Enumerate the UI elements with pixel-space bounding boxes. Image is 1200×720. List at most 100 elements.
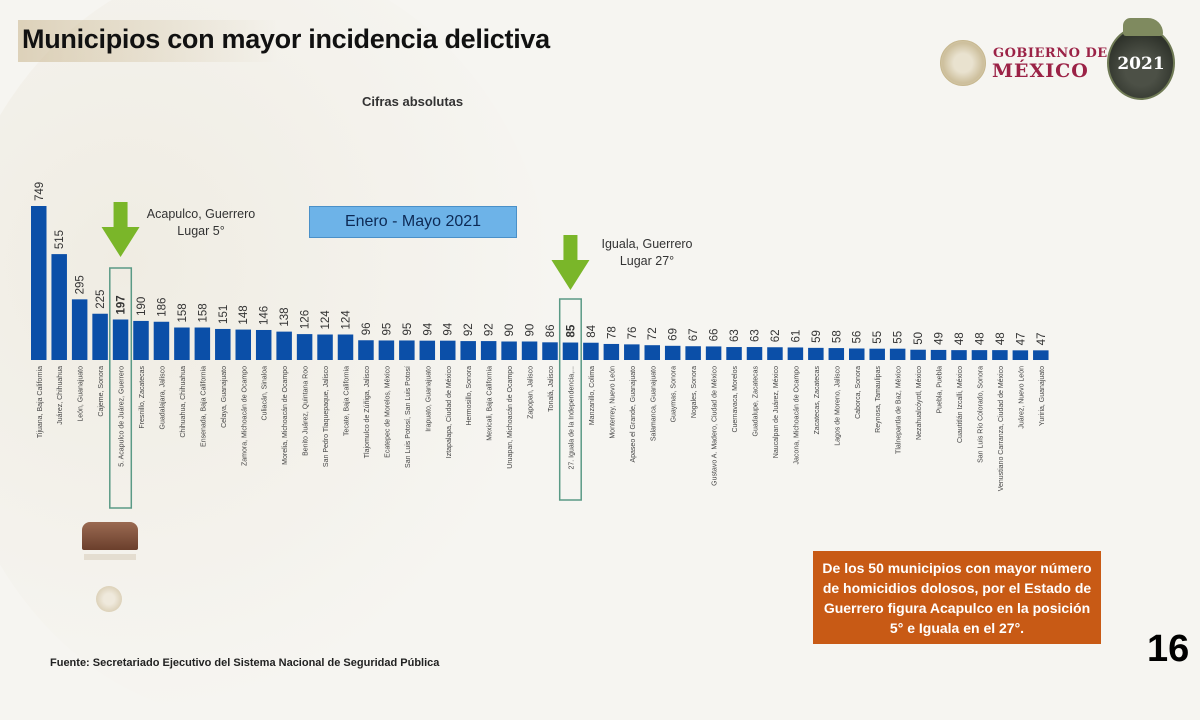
annotation-acapulco-line2: Lugar 5° bbox=[177, 224, 225, 238]
bar bbox=[153, 321, 170, 360]
page-number: 16 bbox=[1147, 628, 1190, 670]
category-label: San Pedro Tlaquepaque, Jalisco bbox=[323, 366, 330, 467]
bar-value-label: 62 bbox=[770, 329, 782, 342]
bar-value-label: 96 bbox=[361, 322, 373, 335]
bar-value-label: 48 bbox=[954, 332, 966, 345]
bar bbox=[460, 341, 476, 360]
bar bbox=[337, 334, 354, 360]
highlight-box bbox=[109, 267, 133, 509]
bar-value-label: 158 bbox=[177, 303, 189, 322]
category-label: 5. Acapulco de Juárez, Guerrero bbox=[119, 366, 126, 467]
bar-value-label: 47 bbox=[1015, 333, 1027, 346]
bar bbox=[194, 327, 211, 360]
bar bbox=[112, 319, 129, 360]
category-label: Benito Juárez, Quintana Roo bbox=[303, 366, 310, 456]
bar-value-label: 151 bbox=[218, 305, 230, 324]
bar bbox=[296, 334, 313, 360]
logo-line-2: MÉXICO bbox=[992, 60, 1089, 82]
category-label: San Luis Potosí, San Luis Potosí bbox=[405, 366, 412, 468]
category-label: Tlalnepantla de Baz, México bbox=[896, 366, 903, 454]
bar bbox=[869, 348, 885, 360]
bar-value-label: 90 bbox=[525, 324, 537, 337]
bar-value-label: 47 bbox=[1036, 333, 1048, 346]
bar-value-label: 58 bbox=[831, 330, 843, 343]
bar-value-label: 69 bbox=[668, 328, 680, 341]
category-label: Mexicali, Baja California bbox=[487, 366, 494, 441]
down-arrow-icon bbox=[101, 202, 140, 257]
bar-value-label: 49 bbox=[934, 332, 946, 345]
category-label: Yuriria, Guanajuato bbox=[1039, 366, 1046, 426]
category-label: San Luis Río Colorado, Sonora bbox=[977, 366, 984, 463]
category-label: Naucalpan de Juárez, México bbox=[773, 366, 780, 458]
bar bbox=[71, 299, 88, 360]
category-label: Zapopan, Jalisco bbox=[528, 366, 535, 419]
bar-value-label: 63 bbox=[729, 329, 741, 342]
category-label: Guaymas, Sonora bbox=[671, 366, 678, 423]
bar bbox=[51, 254, 67, 360]
category-label: Venustiano Carranza, Ciudad de México bbox=[998, 366, 1005, 491]
category-label: Nogales, Sonora bbox=[691, 366, 698, 418]
source-text: Fuente: Secretariado Ejecutivo del Siste… bbox=[50, 657, 440, 669]
category-label: Iztapalapa, Ciudad de México bbox=[446, 366, 453, 458]
bar bbox=[1012, 350, 1029, 360]
bar bbox=[542, 342, 558, 360]
bar-value-label: 94 bbox=[443, 322, 455, 335]
bar-value-label: 48 bbox=[974, 332, 986, 345]
bar-value-label: 158 bbox=[197, 303, 209, 322]
bar bbox=[133, 320, 149, 360]
serpent-icon bbox=[1123, 18, 1163, 36]
logo-line-1: GOBIERNO DE bbox=[993, 46, 1108, 61]
category-label: Irapuato, Guanajuato bbox=[425, 366, 432, 432]
bar-value-label: 148 bbox=[238, 305, 250, 324]
category-label: Cuautitlán Izcalli, México bbox=[957, 366, 964, 443]
category-label: Jacona, Michoacán de Ocampo bbox=[793, 366, 800, 465]
category-label: Ensenada, Baja California bbox=[200, 366, 207, 447]
bar bbox=[399, 340, 415, 360]
category-label: León, Guanajuato bbox=[78, 366, 85, 422]
category-label: Guadalupe, Zacatecas bbox=[753, 366, 760, 437]
bar-value-label: 72 bbox=[647, 327, 659, 340]
badge-year: 2021 bbox=[1117, 54, 1165, 74]
bar-value-label: 95 bbox=[381, 323, 393, 336]
bar bbox=[440, 340, 456, 360]
category-label: Tecate, Baja California bbox=[344, 366, 351, 436]
category-label: Uruapan, Michoacán de Ocampo bbox=[507, 366, 514, 469]
bar bbox=[501, 341, 517, 360]
bar-value-label: 90 bbox=[504, 324, 516, 337]
bar-value-label: 66 bbox=[709, 329, 721, 342]
period-text: Enero - Mayo 2021 bbox=[344, 213, 482, 230]
bar bbox=[624, 344, 640, 360]
bar bbox=[215, 328, 231, 360]
category-label: Salamanca, Guanajuato bbox=[650, 366, 657, 441]
bar bbox=[235, 329, 251, 360]
bar-value-label: 56 bbox=[852, 331, 864, 344]
bar bbox=[889, 348, 906, 360]
category-label: Tijuana, Baja California bbox=[37, 366, 44, 438]
annotation-iguala-line2: Lugar 27° bbox=[619, 254, 675, 268]
category-label: Tonalá, Jalisco bbox=[548, 366, 555, 412]
period-label: Enero - Mayo 2021 bbox=[309, 206, 517, 238]
bar-value-label: 94 bbox=[422, 322, 434, 335]
category-label: Nezahualcóyotl, México bbox=[916, 366, 923, 440]
category-label: Lagos de Moreno, Jalisco bbox=[834, 366, 841, 446]
bar bbox=[951, 350, 967, 360]
category-label: Apaseo el Grande, Guanajuato bbox=[630, 366, 637, 463]
category-label: Hermosillo, Sonora bbox=[466, 366, 473, 426]
bar-value-label: 61 bbox=[790, 330, 802, 343]
bar bbox=[276, 331, 292, 360]
chart-subtitle: Cifras absolutas bbox=[362, 94, 464, 109]
bar-value-label: 59 bbox=[811, 330, 823, 343]
bar-value-label: 86 bbox=[545, 325, 557, 338]
down-arrow-icon bbox=[551, 235, 590, 290]
bar-value-label: 85 bbox=[565, 324, 577, 337]
bar bbox=[685, 346, 701, 360]
slide-title: Municipios con mayor incidencia delictiv… bbox=[22, 24, 550, 54]
category-label: Puebla, Puebla bbox=[937, 366, 944, 414]
category-label: Monterrey, Nuevo León bbox=[609, 366, 616, 439]
bar bbox=[644, 345, 660, 360]
bar bbox=[910, 349, 926, 360]
category-label: Zamora, Michoacán de Ocampo bbox=[241, 366, 248, 466]
bar-value-label: 138 bbox=[279, 307, 291, 326]
category-label: Chihuahua, Chihuahua bbox=[180, 366, 187, 438]
bar bbox=[849, 348, 865, 360]
